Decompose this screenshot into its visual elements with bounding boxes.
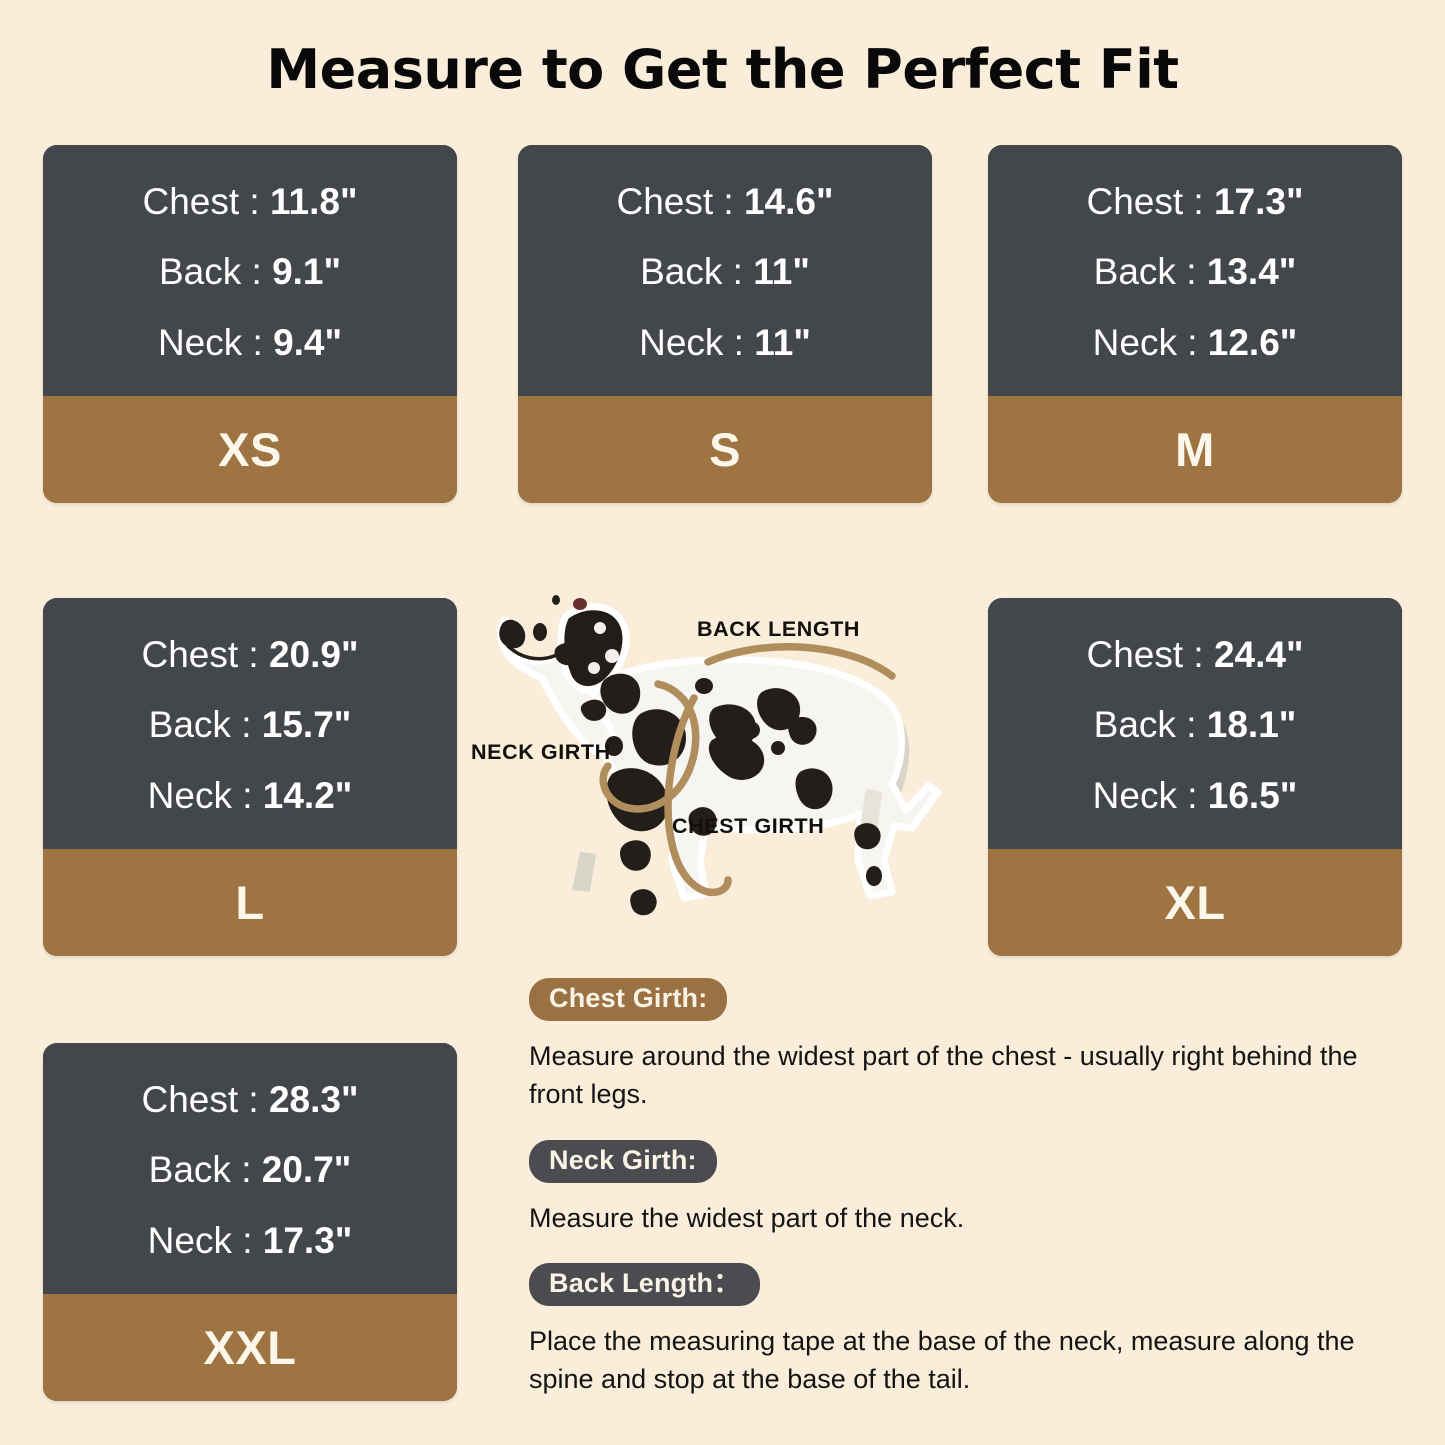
spec-label-chest: Chest : — [142, 180, 260, 222]
size-card-footer: XS — [43, 396, 457, 503]
spec-label-neck: Neck : — [147, 774, 253, 816]
neck-girth-label: NECK GIRTH — [471, 740, 611, 764]
spec-row-chest: Chest : 24.4" — [1086, 633, 1304, 675]
spec-label-back: Back : — [640, 251, 743, 293]
spec-row-chest: Chest : 28.3" — [141, 1078, 359, 1120]
size-card-xxl: Chest : 28.3" Back : 20.7" Neck : 17.3" … — [43, 1043, 457, 1401]
size-card-s: Chest : 14.6" Back : 11" Neck : 11" S — [518, 145, 932, 503]
spec-value-back: 13.4" — [1206, 251, 1297, 293]
size-name: L — [235, 876, 265, 929]
spec-value-neck: 16.5" — [1207, 774, 1298, 816]
spec-value-neck: 9.4" — [273, 321, 343, 363]
spec-value-neck: 17.3" — [262, 1219, 353, 1261]
dog-illustration — [462, 562, 992, 934]
size-name: XXL — [203, 1321, 297, 1374]
back-length-heading: Back Length： — [529, 1262, 761, 1306]
spec-label-back: Back : — [1093, 704, 1197, 746]
size-card-m: Chest : 17.3" Back : 13.4" Neck : 12.6" … — [988, 145, 1402, 503]
size-card-specs: Chest : 28.3" Back : 20.7" Neck : 17.3" — [43, 1043, 457, 1294]
spec-value-back: 9.1" — [272, 251, 342, 293]
chest-girth-text: Measure around the widest part of the ch… — [529, 1041, 1358, 1110]
size-card-footer: XXL — [43, 1294, 457, 1401]
size-name: XS — [218, 423, 282, 476]
size-card-specs: Chest : 17.3" Back : 13.4" Neck : 12.6" — [988, 145, 1402, 396]
spec-value-back: 18.1" — [1206, 704, 1297, 746]
size-card-footer: M — [988, 396, 1402, 503]
spec-row-chest: Chest : 17.3" — [1086, 180, 1304, 222]
spec-label-neck: Neck : — [1092, 321, 1198, 363]
spec-label-neck: Neck : — [147, 1219, 253, 1261]
spec-value-back: 20.7" — [261, 1149, 352, 1191]
size-card-specs: Chest : 14.6" Back : 11" Neck : 11" — [518, 145, 932, 396]
spec-row-neck: Neck : 11" — [639, 321, 811, 363]
back-length-label: BACK LENGTH — [697, 617, 861, 641]
spec-value-neck: 12.6" — [1207, 321, 1298, 363]
spec-row-neck: Neck : 14.2" — [147, 774, 353, 816]
spec-value-chest: 20.9" — [268, 633, 359, 675]
spec-value-chest: 11.8" — [269, 180, 358, 222]
spec-row-chest: Chest : 11.8" — [142, 180, 358, 222]
spec-row-neck: Neck : 9.4" — [157, 321, 343, 363]
neck-girth-heading: Neck Girth: — [529, 1139, 717, 1183]
spec-row-back: Back : 9.1" — [158, 251, 342, 293]
spec-row-back: Back : 18.1" — [1093, 704, 1297, 746]
instructions-panel: Chest Girth: Measure around the widest p… — [529, 978, 1407, 1399]
size-card-xs: Chest : 11.8" Back : 9.1" Neck : 9.4" XS — [43, 145, 457, 503]
spec-label-back: Back : — [158, 251, 262, 293]
spec-value-neck: 11" — [754, 321, 811, 363]
spec-value-chest: 17.3" — [1213, 180, 1304, 222]
spec-label-neck: Neck : — [639, 321, 744, 363]
spec-label-chest: Chest : — [1086, 633, 1204, 675]
instruction-neck-girth: Neck Girth: Measure the widest part of t… — [529, 1139, 1407, 1237]
spec-row-neck: Neck : 12.6" — [1092, 321, 1298, 363]
spec-label-back: Back : — [1093, 251, 1197, 293]
spec-value-chest: 24.4" — [1213, 633, 1304, 675]
size-name: S — [709, 423, 741, 476]
size-name: XL — [1164, 876, 1226, 929]
size-card-specs: Chest : 11.8" Back : 9.1" Neck : 9.4" — [43, 145, 457, 396]
spec-label-chest: Chest : — [616, 180, 734, 222]
spec-value-chest: 28.3" — [268, 1078, 359, 1120]
chest-girth-tape — [664, 694, 732, 897]
neck-girth-text: Measure the widest part of the neck. — [529, 1202, 965, 1233]
spec-row-chest: Chest : 20.9" — [141, 633, 359, 675]
spec-label-back: Back : — [148, 1149, 252, 1191]
spec-row-neck: Neck : 17.3" — [147, 1219, 353, 1261]
size-card-footer: XL — [988, 849, 1402, 956]
size-card-l: Chest : 20.9" Back : 15.7" Neck : 14.2" … — [43, 598, 457, 956]
spec-row-chest: Chest : 14.6" — [616, 180, 834, 222]
spec-row-back: Back : 11" — [640, 251, 810, 293]
spec-label-back: Back : — [148, 704, 252, 746]
spec-label-chest: Chest : — [141, 633, 259, 675]
spec-value-back: 11" — [753, 251, 810, 293]
instruction-back-length: Back Length： Place the measuring tape at… — [529, 1262, 1407, 1399]
page-title: Measure to Get the Perfect Fit — [266, 38, 1179, 101]
instruction-chest-girth: Chest Girth: Measure around the widest p… — [529, 978, 1407, 1114]
size-card-specs: Chest : 24.4" Back : 18.1" Neck : 16.5" — [988, 598, 1402, 849]
size-card-xl: Chest : 24.4" Back : 18.1" Neck : 16.5" … — [988, 598, 1402, 956]
chest-girth-label: CHEST GIRTH — [672, 814, 825, 838]
spec-value-neck: 14.2" — [262, 774, 353, 816]
spec-value-chest: 14.6" — [743, 180, 834, 222]
size-name: M — [1175, 423, 1215, 476]
back-length-text: Place the measuring tape at the base of … — [529, 1325, 1355, 1395]
spec-label-neck: Neck : — [157, 321, 263, 363]
spec-value-back: 15.7" — [261, 704, 352, 746]
spec-label-chest: Chest : — [1086, 180, 1204, 222]
spec-row-neck: Neck : 16.5" — [1092, 774, 1298, 816]
size-card-specs: Chest : 20.9" Back : 15.7" Neck : 14.2" — [43, 598, 457, 849]
spec-label-chest: Chest : — [141, 1078, 259, 1120]
chest-girth-heading: Chest Girth: — [529, 978, 728, 1021]
spec-label-neck: Neck : — [1092, 774, 1198, 816]
spec-row-back: Back : 20.7" — [148, 1149, 352, 1191]
spec-row-back: Back : 15.7" — [148, 704, 352, 746]
size-card-footer: S — [518, 396, 932, 503]
spec-row-back: Back : 13.4" — [1093, 251, 1297, 293]
back-length-tape — [704, 643, 896, 680]
size-card-footer: L — [43, 849, 457, 956]
